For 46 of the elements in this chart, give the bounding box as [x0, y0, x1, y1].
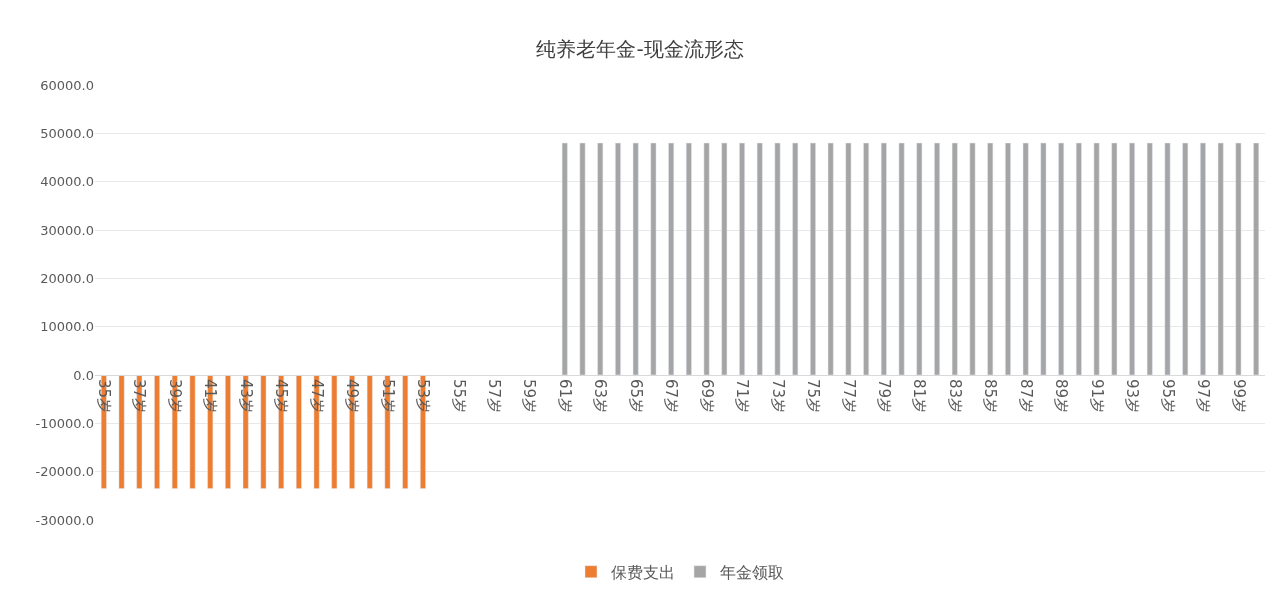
x-tick-label: 51岁: [378, 379, 397, 414]
x-tick-label: 67岁: [662, 379, 681, 414]
y-tick-label: 20000.0: [40, 270, 94, 286]
x-tick-label: 79岁: [874, 379, 893, 414]
x-tick-label: 41岁: [201, 379, 220, 414]
x-tick-label: 53岁: [414, 379, 433, 414]
x-tick-label: 45岁: [272, 379, 291, 414]
y-tick-label: 60000.0: [40, 77, 94, 93]
x-tick-label: 47岁: [307, 379, 326, 414]
legend-label: 保费支出: [611, 562, 675, 582]
x-tick-label: 81岁: [910, 379, 929, 414]
x-tick-label: 63岁: [591, 379, 610, 414]
x-tick-label: 97岁: [1194, 379, 1213, 414]
y-tick-label: 30000.0: [40, 222, 94, 238]
y-tick-label: -30000.0: [35, 512, 94, 528]
legend-label: 年金领取: [720, 562, 784, 582]
x-tick-label: 71岁: [733, 379, 752, 414]
y-tick-label: -20000.0: [35, 464, 94, 480]
y-tick-label: 10000.0: [40, 319, 94, 335]
x-tick-label: 77岁: [839, 379, 858, 414]
x-tick-label: 39岁: [165, 379, 184, 414]
x-tick-label: 49岁: [343, 379, 362, 414]
x-tick-label: 59岁: [520, 379, 539, 414]
x-tick-label: 55岁: [449, 379, 468, 414]
x-tick-label: 57岁: [484, 379, 503, 414]
x-tick-label: 95岁: [1158, 379, 1177, 414]
x-tick-label: 87岁: [1016, 379, 1035, 414]
x-tick-label: 93岁: [1123, 379, 1142, 414]
x-tick-label: 89岁: [1052, 379, 1071, 414]
x-tick-label: 83岁: [945, 379, 964, 414]
x-tick-label: 91岁: [1087, 379, 1106, 414]
x-tick-label: 75岁: [804, 379, 823, 414]
x-tick-label: 73岁: [768, 379, 787, 414]
x-tick-label: 37岁: [130, 379, 149, 414]
x-tick-label: 61岁: [555, 379, 574, 414]
y-tick-label: 50000.0: [40, 125, 94, 141]
x-tick-label: 35岁: [94, 379, 113, 414]
y-tick-label: 0.0: [73, 367, 94, 383]
x-tick-label: 65岁: [626, 379, 645, 414]
x-tick-label: 99岁: [1229, 379, 1248, 414]
x-tick-label: 85岁: [981, 379, 1000, 414]
x-tick-label: 69岁: [697, 379, 716, 414]
chart-title: 纯养老年金-现金流形态: [536, 37, 744, 62]
y-tick-label: 40000.0: [40, 174, 94, 190]
y-tick-label: -10000.0: [35, 415, 94, 431]
x-tick-label: 43岁: [236, 379, 255, 414]
